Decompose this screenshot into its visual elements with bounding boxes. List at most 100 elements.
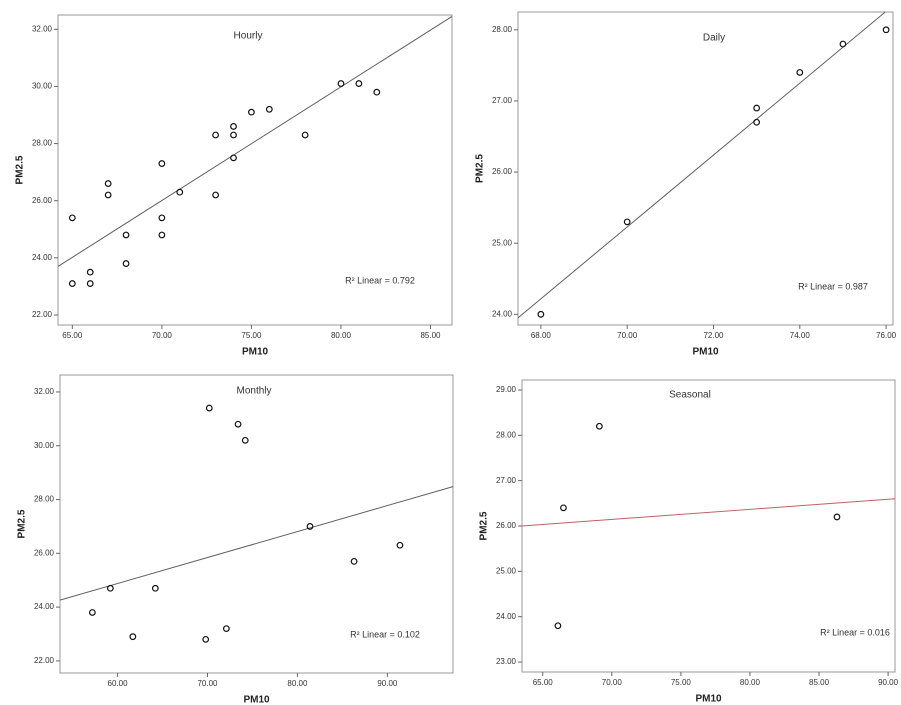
data-point (122, 231, 130, 239)
y-axis-label: PM2.5 (479, 511, 490, 540)
y-tick-label: 28.00 (492, 25, 513, 34)
data-point (230, 131, 237, 139)
y-tick-label: 22.00 (32, 310, 53, 319)
data-point (86, 268, 94, 276)
data-point (265, 105, 273, 113)
data-point (373, 88, 381, 96)
data-point (230, 123, 237, 130)
data-point (234, 420, 242, 428)
r-squared-annotation: R² Linear = 0.102 (350, 629, 420, 639)
data-point (796, 69, 804, 76)
fit-line (521, 498, 896, 527)
data-point (104, 180, 112, 187)
y-tick-label: 22.00 (34, 656, 55, 665)
x-axis-label: PM10 (242, 347, 269, 358)
data-point (248, 108, 255, 116)
y-tick-label: 25.00 (492, 238, 513, 247)
r-squared-annotation: R² Linear = 0.016 (820, 627, 890, 637)
y-tick-label: 23.00 (496, 657, 517, 666)
y-tick-label: 26.00 (492, 167, 513, 176)
chart-title: Seasonal (669, 390, 711, 401)
fit-line (517, 11, 886, 319)
data-point (222, 625, 230, 633)
data-point (537, 310, 545, 318)
data-point (396, 541, 404, 549)
x-tick-label: 70.00 (152, 331, 173, 340)
y-tick-label: 30.00 (32, 82, 53, 91)
y-tick-label: 24.00 (32, 253, 53, 262)
plot-area (59, 374, 454, 674)
x-tick-label: 60.00 (108, 679, 129, 688)
data-point (86, 280, 94, 287)
y-tick-label: 28.00 (34, 495, 55, 504)
y-tick-label: 26.00 (496, 521, 517, 530)
data-point (151, 584, 159, 592)
data-point (158, 231, 166, 239)
chart-title: Monthly (236, 386, 271, 397)
y-tick-label: 32.00 (32, 24, 53, 33)
y-tick-label: 29.00 (496, 385, 517, 394)
x-tick-label: 68.00 (531, 331, 552, 340)
x-tick-label: 72.00 (703, 331, 724, 340)
data-point (306, 523, 314, 530)
x-tick-label: 85.00 (420, 331, 441, 340)
y-axis-label: PM2.5 (475, 154, 486, 183)
data-point (882, 26, 890, 34)
data-point (753, 104, 761, 112)
chart-title: Daily (703, 33, 725, 44)
x-tick-label: 76.00 (876, 331, 897, 340)
y-axis-label: PM2.5 (17, 509, 28, 538)
plot-area (521, 379, 896, 673)
x-tick-label: 65.00 (533, 678, 554, 687)
data-point (158, 214, 166, 222)
data-point (355, 80, 363, 87)
x-tick-label: 65.00 (62, 331, 83, 340)
x-axis-label: PM10 (692, 347, 719, 358)
x-axis-label: PM10 (243, 695, 270, 705)
data-point (230, 154, 237, 162)
x-axis-label: PM10 (695, 694, 722, 705)
r-squared-annotation: R² Linear = 0.792 (345, 275, 415, 285)
x-tick-label: 90.00 (878, 678, 899, 687)
data-point (241, 436, 249, 444)
data-point (595, 422, 603, 430)
y-tick-label: 30.00 (34, 441, 55, 450)
y-tick-label: 28.00 (32, 139, 53, 148)
x-tick-label: 75.00 (671, 678, 692, 687)
x-tick-label: 70.00 (602, 678, 623, 687)
data-point (833, 513, 841, 521)
data-point (129, 633, 137, 641)
data-point (623, 218, 631, 226)
data-point (104, 191, 112, 199)
y-tick-label: 32.00 (34, 387, 55, 396)
fit-line (59, 486, 454, 601)
data-point (205, 404, 213, 412)
y-tick-label: 25.00 (496, 566, 517, 575)
y-tick-label: 24.00 (492, 309, 513, 318)
fit-line (57, 16, 453, 267)
data-point (753, 118, 761, 126)
data-point (68, 280, 76, 287)
x-tick-label: 90.00 (377, 679, 398, 688)
y-tick-label: 28.00 (496, 430, 517, 439)
x-tick-label: 80.00 (740, 678, 761, 687)
y-tick-label: 24.00 (496, 612, 517, 621)
data-point (202, 635, 210, 643)
y-tick-label: 27.00 (496, 476, 517, 485)
x-tick-label: 85.00 (809, 678, 830, 687)
x-tick-label: 70.00 (197, 679, 218, 688)
data-point (554, 622, 562, 630)
data-point (176, 188, 184, 196)
data-point (560, 504, 567, 512)
data-point (212, 131, 220, 139)
data-point (68, 214, 76, 222)
data-point (301, 131, 309, 139)
data-point (88, 609, 96, 616)
data-point (212, 191, 220, 199)
plot-area (517, 11, 894, 326)
data-point (350, 557, 358, 565)
data-point (122, 260, 130, 267)
plot-area (57, 14, 453, 326)
data-point (337, 80, 345, 87)
